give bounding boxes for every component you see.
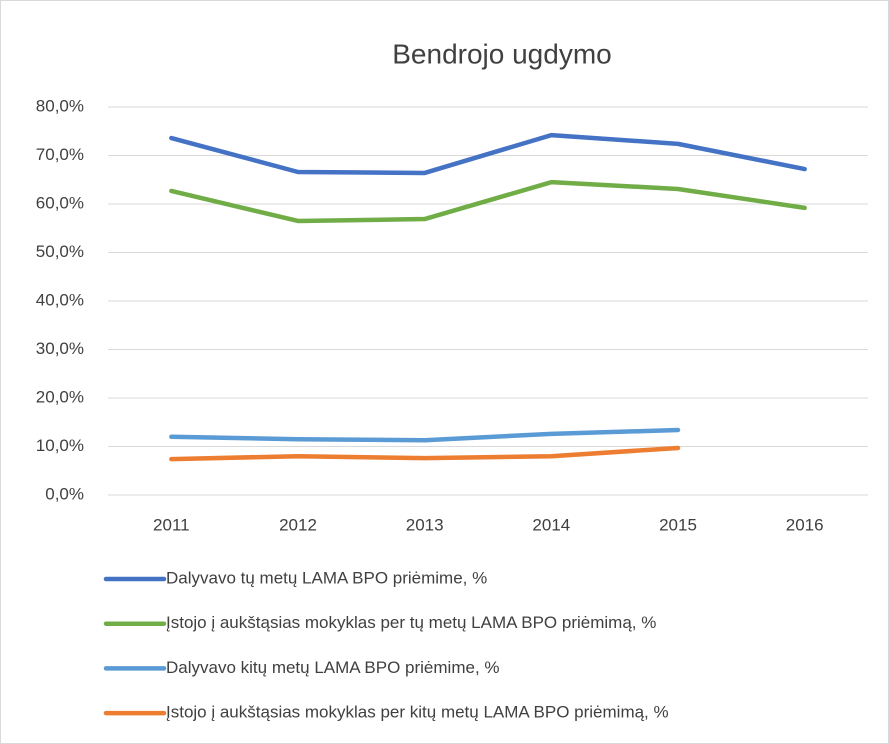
legend-label: Įstojo į aukštąsias mokyklas per kitų me… — [166, 703, 669, 722]
x-tick-label: 2013 — [406, 515, 444, 534]
legend-label: Dalyvavo kitų metų LAMA BPO priėmime, % — [166, 658, 500, 677]
line-series — [169, 132, 807, 176]
line-series — [169, 179, 807, 224]
line-series — [169, 427, 681, 443]
y-tick-label: 10,0% — [36, 436, 84, 455]
y-tick-label: 0,0% — [45, 484, 84, 503]
x-tick-label: 2012 — [279, 515, 317, 534]
chart-title: Bendrojo ugdymo — [392, 38, 611, 69]
y-tick-label: 50,0% — [36, 242, 84, 261]
y-tick-label: 70,0% — [36, 145, 84, 164]
y-tick-label: 20,0% — [36, 387, 84, 406]
x-tick-label: 2014 — [532, 515, 570, 534]
x-tick-label: 2011 — [153, 515, 190, 534]
legend-label: Dalyvavo tų metų LAMA BPO priėmime, % — [166, 568, 487, 587]
legend-label: Įstojo į aukštąsias mokyklas per tų metų… — [166, 613, 656, 632]
y-tick-label: 40,0% — [36, 290, 84, 309]
y-tick-label: 80,0% — [36, 96, 84, 115]
line-series — [169, 445, 681, 462]
y-tick-label: 30,0% — [36, 339, 84, 358]
x-tick-label: 2016 — [786, 515, 824, 534]
y-tick-label: 60,0% — [36, 193, 84, 212]
x-tick-label: 2015 — [659, 515, 697, 534]
